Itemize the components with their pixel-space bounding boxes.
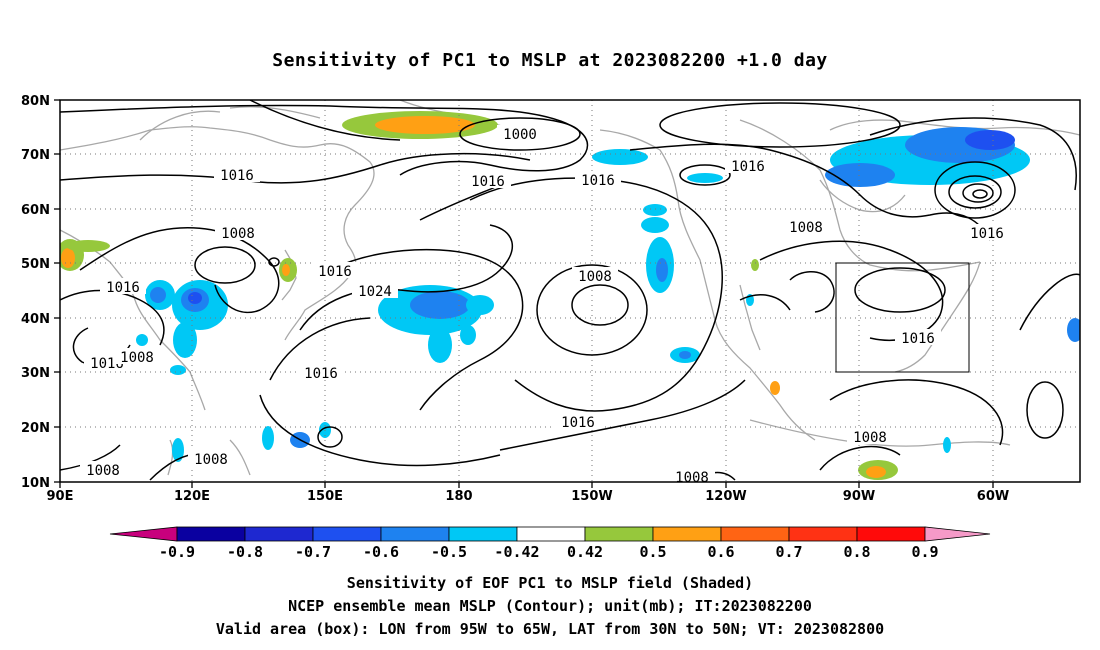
lon-label: 90W [843, 489, 875, 504]
caption-line-3: Valid area (box): LON from 95W to 65W, L… [215, 620, 885, 638]
colorbar-swatch [584, 526, 654, 542]
caption-line-2: NCEP ensemble mean MSLP (Contour); unit(… [288, 597, 812, 615]
map-title: Sensitivity of PC1 to MSLP at 2023082200… [272, 50, 828, 71]
colorbar-swatch [312, 526, 382, 542]
contour-label: 1024 [358, 284, 392, 300]
contour-label: 1008 [86, 463, 120, 479]
lat-label: 10N [21, 476, 50, 491]
contour-label: 1008 [675, 470, 709, 486]
lon-label: 150E [307, 489, 343, 504]
colorbar-swatch [856, 526, 926, 542]
colorbar-label: -0.5 [431, 543, 467, 561]
lat-label: 20N [21, 421, 50, 436]
colorbar-label: 0.9 [911, 543, 938, 561]
latitude-labels: 80N 70N 60N 50N 40N 30N 20N 10N [21, 94, 50, 491]
contour-label: 1016 [581, 173, 615, 189]
colorbar-swatch [652, 526, 722, 542]
colorbar [109, 526, 991, 542]
colorbar-swatch [448, 526, 518, 542]
colorbar-swatch [244, 526, 314, 542]
contour-label: 1000 [503, 127, 537, 143]
lat-label: 70N [21, 148, 50, 163]
contour-label: 1016 [318, 264, 352, 280]
contour-label: 1016 [220, 168, 254, 184]
lon-label: 180 [445, 489, 472, 504]
contour-label: 1016 [731, 159, 765, 175]
colorbar-swatch [516, 526, 586, 542]
contour-label: 1016 [106, 280, 140, 296]
lon-label: 60W [977, 489, 1009, 504]
lat-label: 50N [21, 257, 50, 272]
colorbar-labels: -0.9 -0.8 -0.7 -0.6 -0.5 -0.42 0.42 0.5 … [159, 543, 939, 561]
axis-ticks [54, 99, 994, 488]
colorbar-label: 0.7 [775, 543, 802, 561]
colorbar-swatch [380, 526, 450, 542]
contour-label: 1016 [471, 174, 505, 190]
contour-label: 1008 [853, 430, 887, 446]
contour-label: 1016 [901, 331, 935, 347]
caption-line-1: Sensitivity of EOF PC1 to MSLP field (Sh… [346, 574, 754, 592]
colorbar-label: 0.8 [843, 543, 870, 561]
lon-label: 90E [47, 489, 74, 504]
lon-label: 120E [174, 489, 210, 504]
colorbar-swatch [176, 526, 246, 542]
contour-label: 1008 [578, 269, 612, 285]
colorbar-label: -0.42 [494, 543, 539, 561]
contour-label: 1016 [304, 366, 338, 382]
contour-labels: 1000 1016 1016 1016 1016 1008 1008 1016 … [80, 125, 1010, 486]
colorbar-label: -0.6 [363, 543, 399, 561]
colorbar-swatch [720, 526, 790, 542]
contour-label: 1008 [789, 220, 823, 236]
lat-label: 80N [21, 94, 50, 109]
valid-area-box [835, 262, 970, 373]
colorbar-label: 0.42 [567, 543, 603, 561]
colorbar-arrow-high [924, 526, 991, 542]
contour-label: 1008 [120, 350, 154, 366]
lat-label: 40N [21, 312, 50, 327]
map-frame [59, 99, 1081, 483]
lon-label: 150W [571, 489, 612, 504]
colorbar-swatch [788, 526, 858, 542]
colorbar-label: -0.9 [159, 543, 195, 561]
colorbar-label: 0.5 [639, 543, 666, 561]
colorbar-label: 0.6 [707, 543, 734, 561]
contour-label: 1008 [221, 226, 255, 242]
lat-label: 30N [21, 366, 50, 381]
lat-label: 60N [21, 203, 50, 218]
contour-label: 1016 [561, 415, 595, 431]
colorbar-arrow-low [109, 526, 178, 542]
colorbar-label: -0.8 [227, 543, 263, 561]
lon-label: 120W [705, 489, 746, 504]
colorbar-label: -0.7 [295, 543, 331, 561]
contour-label: 1008 [194, 452, 228, 468]
longitude-labels: 90E 120E 150E 180 150W 120W 90W 60W [47, 489, 1010, 504]
contour-label: 1016 [970, 226, 1004, 242]
